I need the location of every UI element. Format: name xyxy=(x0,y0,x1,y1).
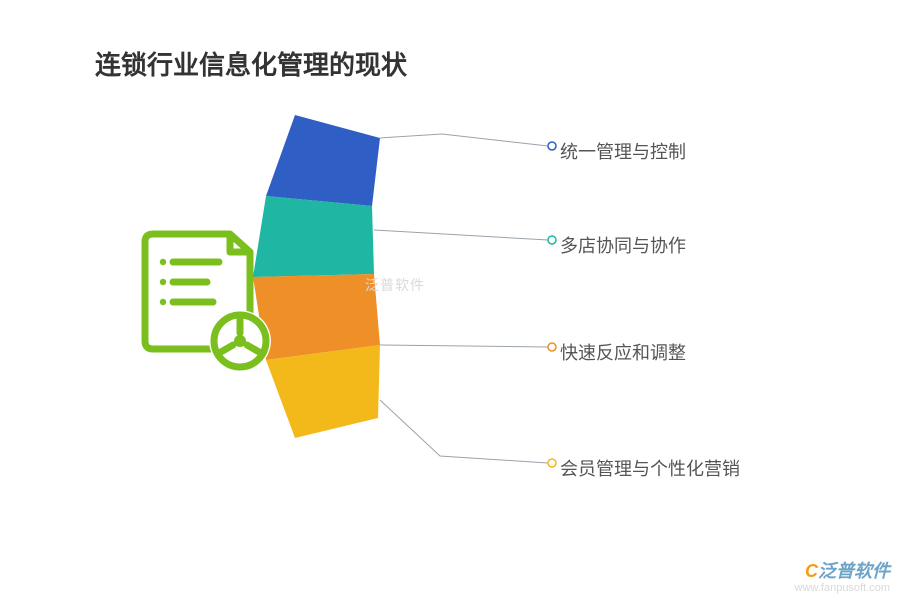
watermark-accent: C xyxy=(805,561,818,581)
connector-dot-1 xyxy=(548,142,556,150)
list-wheel-icon xyxy=(145,234,271,372)
arc-segment-2 xyxy=(253,196,374,277)
segment-label-3: 快速反应和调整 xyxy=(560,339,686,365)
connector-line-3 xyxy=(380,345,548,347)
segment-label-1: 统一管理与控制 xyxy=(560,138,686,164)
connector-line-4 xyxy=(380,400,548,463)
segment-label-2: 多店协同与协作 xyxy=(560,232,686,258)
watermark-url: www.fanpusoft.com xyxy=(795,582,890,594)
connector-dot-4 xyxy=(548,459,556,467)
connector-line-2 xyxy=(374,230,548,240)
arc-segment-1 xyxy=(266,115,380,206)
connector-line-1 xyxy=(380,134,548,146)
watermark-bottom-right: C泛普软件 www.fanpusoft.com xyxy=(795,562,890,594)
connector-dot-2 xyxy=(548,236,556,244)
watermark-text: 泛普软件 xyxy=(818,561,890,581)
connector-dot-3 xyxy=(548,343,556,351)
segment-label-4: 会员管理与个性化营销 xyxy=(560,455,740,481)
diagram-canvas xyxy=(0,0,900,600)
arc-segment-4 xyxy=(266,345,380,438)
arc-segment-3 xyxy=(253,274,380,360)
watermark-center: 泛普软件 xyxy=(365,275,425,295)
